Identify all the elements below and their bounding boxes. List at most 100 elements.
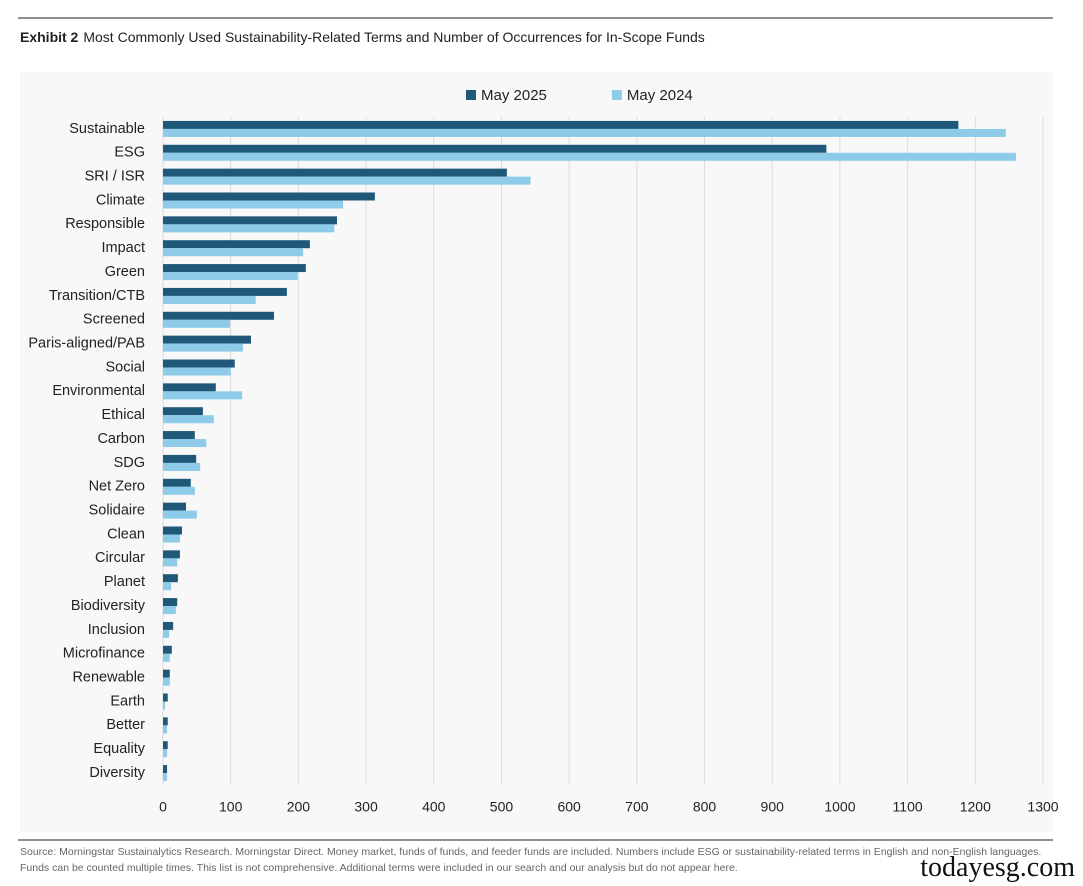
y-tick-label: Equality [93, 741, 145, 757]
bar [163, 534, 180, 543]
y-tick-label: Clean [107, 526, 145, 542]
bar [163, 621, 174, 630]
bar [163, 431, 195, 440]
bar [163, 725, 168, 734]
bar [163, 120, 959, 129]
source-note: Source: Morningstar Sustainalytics Resea… [20, 846, 1042, 874]
y-tick-label: Screened [83, 312, 145, 328]
bar [163, 367, 231, 376]
y-tick-label: Impact [101, 240, 145, 256]
y-tick-label: Better [106, 717, 145, 733]
bar [163, 152, 1016, 161]
bar [163, 264, 306, 273]
y-tick-label: SDG [114, 455, 145, 471]
bar [163, 606, 176, 615]
title-text: Most Commonly Used Sustainability-Relate… [83, 29, 704, 45]
bar [163, 550, 180, 559]
bar [163, 439, 207, 448]
x-tick-label: 200 [287, 799, 311, 815]
x-tick-label: 400 [422, 799, 446, 815]
x-tick-label: 700 [625, 799, 649, 815]
y-tick-label: ESG [114, 145, 145, 161]
y-tick-label: Responsible [65, 216, 145, 232]
bar [163, 454, 197, 463]
bar [163, 717, 168, 726]
chart-area [20, 72, 1053, 832]
y-tick-label: Environmental [52, 383, 145, 399]
bar [163, 319, 231, 328]
y-tick-label: Social [106, 359, 146, 375]
bar [163, 224, 335, 233]
bar [163, 510, 197, 519]
legend-label: May 2025 [481, 87, 547, 104]
bar [163, 773, 168, 782]
bar [163, 407, 203, 416]
x-tick-label: 100 [219, 799, 243, 815]
x-tick-label: 500 [490, 799, 514, 815]
bar [163, 343, 243, 352]
y-tick-label: SRI / ISR [85, 168, 145, 184]
bar [163, 216, 337, 225]
bar [163, 415, 214, 424]
bar [163, 765, 168, 774]
y-tick-label: Green [105, 264, 145, 280]
x-tick-label: 600 [557, 799, 581, 815]
chart-title: Exhibit 2 Most Commonly Used Sustainabili… [20, 29, 705, 45]
x-tick-label: 300 [354, 799, 378, 815]
x-tick-label: 1100 [893, 799, 923, 815]
bar [163, 311, 275, 320]
bar [163, 391, 243, 400]
x-tick-label: 800 [693, 799, 717, 815]
bar [163, 192, 375, 201]
title-label: Exhibit 2 [20, 29, 79, 45]
bar [163, 128, 1006, 137]
legend-swatch [611, 90, 622, 100]
watermark: todayesg.com [920, 852, 1075, 883]
bar [163, 144, 827, 153]
bar [163, 287, 287, 296]
bar [163, 749, 168, 758]
bar [163, 462, 201, 471]
y-tick-label: Transition/CTB [49, 288, 145, 304]
bar [163, 574, 178, 583]
y-tick-label: Circular [95, 550, 145, 566]
y-tick-label: Climate [96, 192, 145, 208]
y-tick-label: Inclusion [88, 622, 145, 638]
y-tick-label: Microfinance [63, 646, 145, 662]
bar [163, 629, 170, 638]
bar [163, 176, 531, 185]
bar [163, 582, 172, 591]
y-tick-label: Carbon [97, 431, 145, 447]
y-tick-label: Earth [110, 693, 145, 709]
bar [163, 653, 170, 662]
bar [163, 272, 298, 281]
bar [163, 645, 172, 654]
bar [163, 677, 170, 686]
bar [163, 741, 168, 750]
bar [163, 526, 182, 535]
y-tick-label: Net Zero [89, 479, 145, 495]
bar [163, 335, 251, 344]
y-tick-label: Sustainable [69, 121, 145, 137]
bar [163, 693, 168, 702]
y-tick-label: Ethical [101, 407, 145, 423]
y-tick-label: Biodiversity [71, 598, 146, 614]
bar [163, 359, 235, 368]
x-tick-label: 1200 [960, 799, 991, 815]
bar [163, 669, 170, 678]
bar [163, 240, 310, 249]
bar [163, 558, 178, 567]
bar [163, 598, 178, 607]
bar [163, 200, 344, 209]
legend-label: May 2024 [627, 87, 693, 104]
x-tick-label: 0 [159, 799, 167, 815]
x-tick-label: 1300 [1027, 799, 1058, 815]
y-tick-label: Renewable [72, 669, 145, 685]
y-tick-label: Planet [104, 574, 145, 590]
bar [163, 383, 216, 392]
bar [163, 168, 507, 177]
x-tick-label: 900 [761, 799, 785, 815]
legend-swatch [466, 90, 476, 100]
